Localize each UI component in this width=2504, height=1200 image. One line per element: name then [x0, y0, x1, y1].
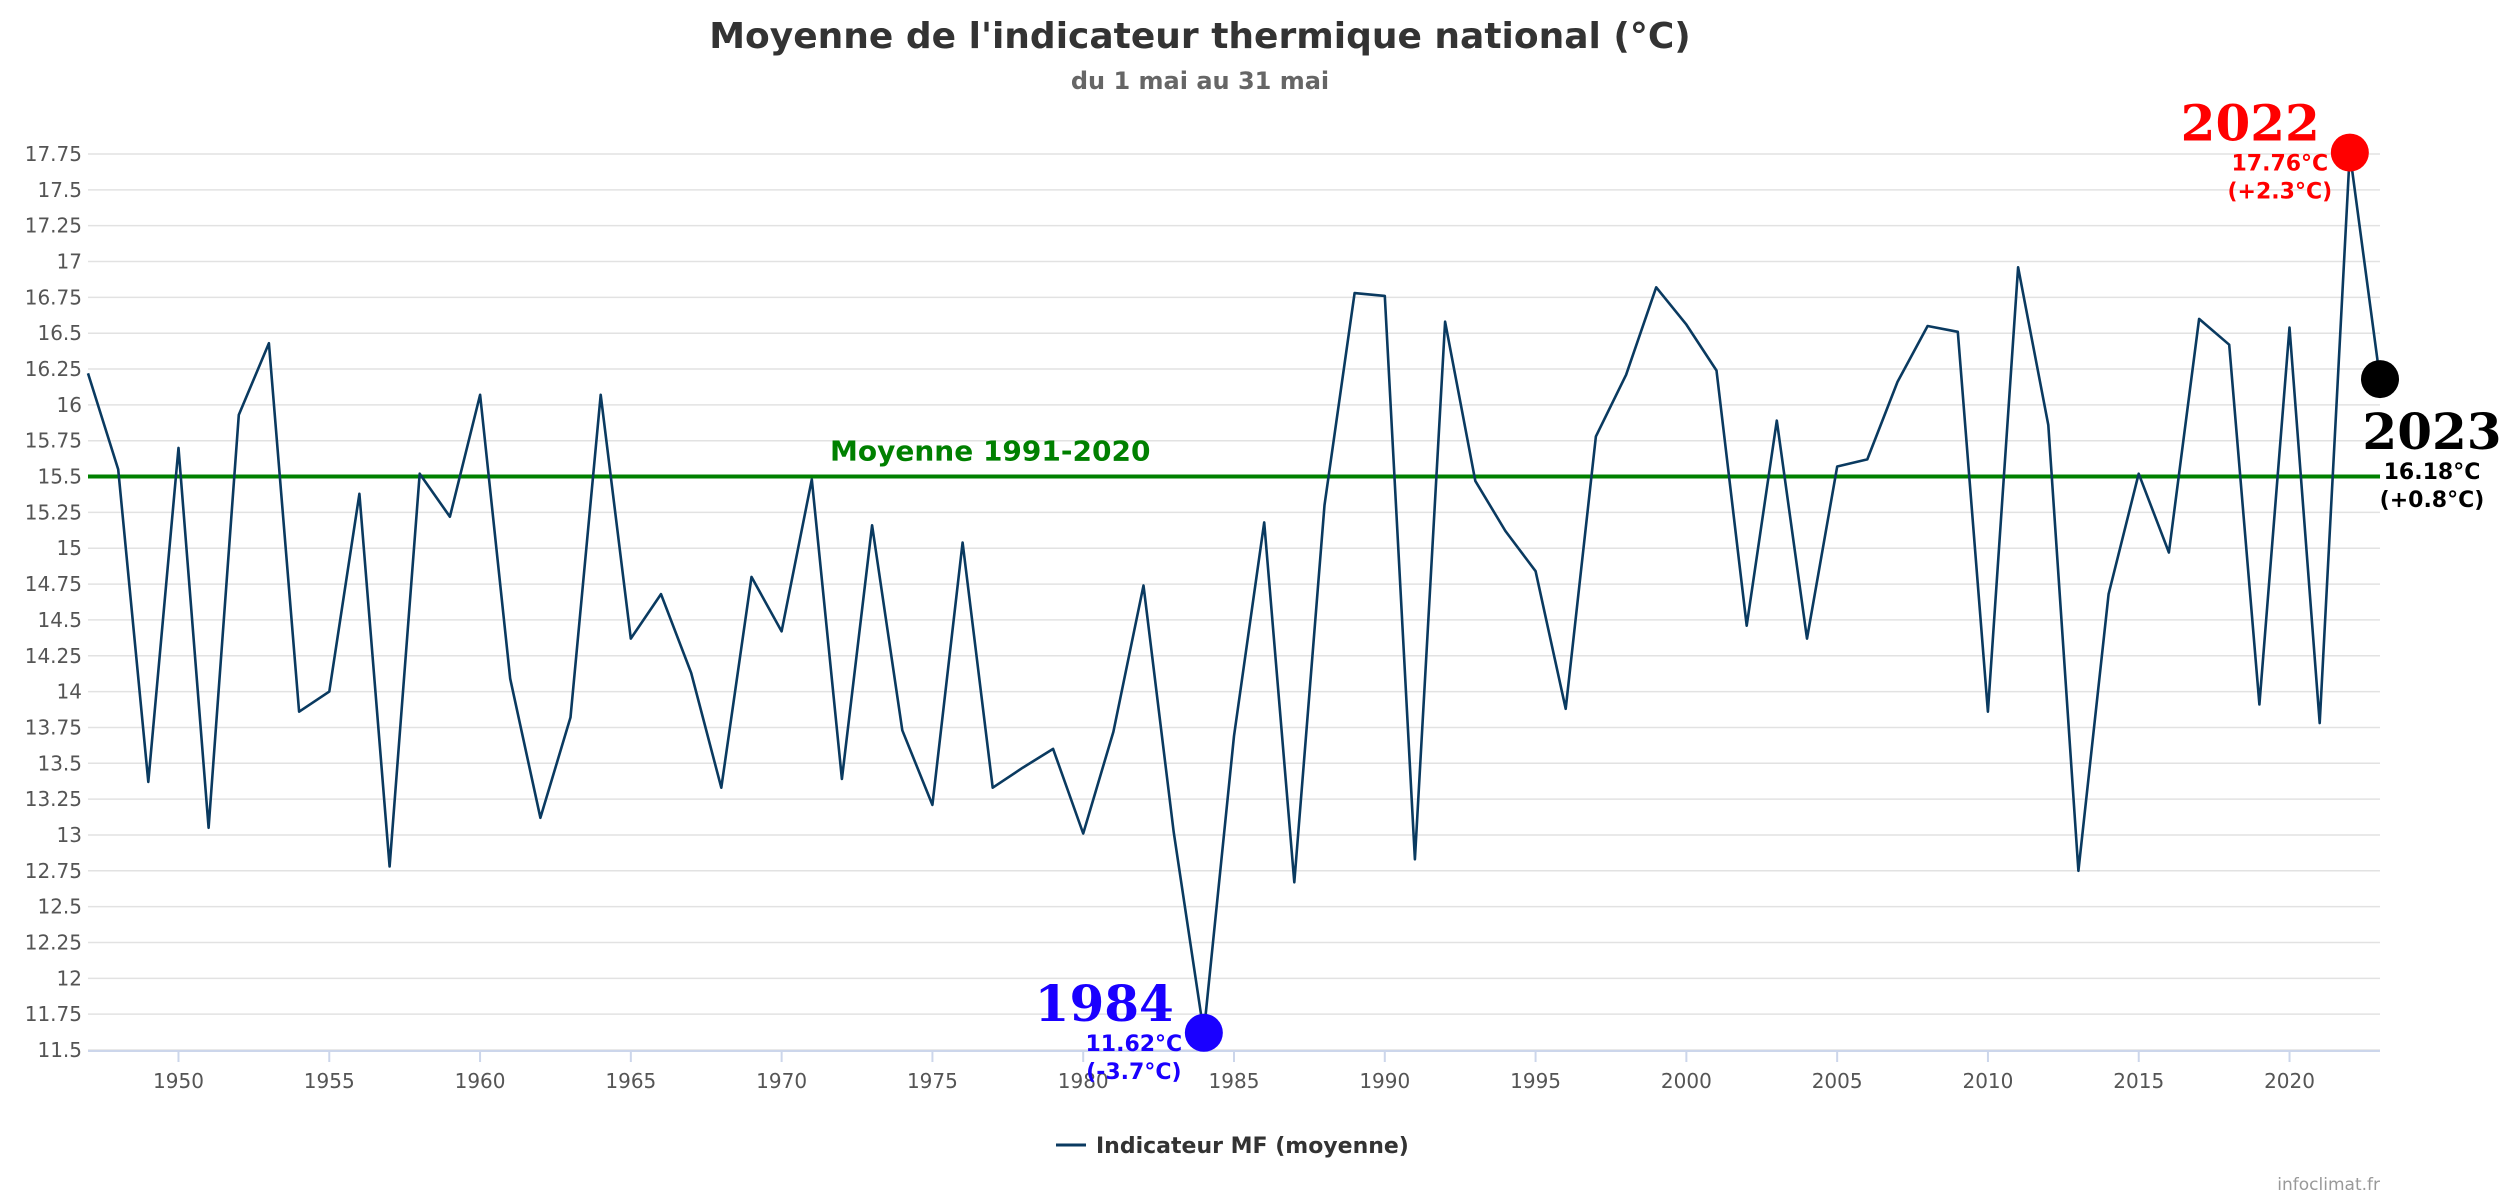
annotation-anomaly: (-3.7°C): [1086, 1060, 1181, 1085]
y-tick-label: 16: [57, 393, 82, 417]
x-tick-label: 1960: [455, 1069, 506, 1093]
x-tick-label: 1965: [605, 1069, 656, 1093]
reference-line-label: Moyenne 1991-2020: [830, 435, 1150, 468]
x-tick-label: 2015: [2113, 1069, 2164, 1093]
y-tick-label: 14.5: [37, 608, 82, 632]
x-tick-label: 1980: [1058, 1069, 1109, 1093]
chart-title: Moyenne de l'indicateur thermique nation…: [709, 16, 1691, 57]
y-tick-label: 15.5: [37, 465, 82, 489]
y-tick-label: 14.25: [25, 644, 82, 668]
x-tick-label: 1990: [1359, 1069, 1410, 1093]
y-tick-label: 11.5: [37, 1038, 82, 1062]
chart-subtitle: du 1 mai au 31 mai: [1071, 67, 1329, 95]
annotation-value: 16.18°C: [2384, 460, 2481, 485]
y-tick-label: 15.25: [25, 500, 82, 524]
y-tick-label: 11.75: [25, 1002, 82, 1026]
x-tick-label: 1955: [304, 1069, 355, 1093]
y-tick-label: 14.75: [25, 572, 82, 596]
annotation-marker-2023[interactable]: [2361, 360, 2399, 399]
y-tick-label: 17.25: [25, 214, 82, 238]
y-tick-label: 16.75: [25, 285, 82, 309]
series-line[interactable]: [86, 151, 2382, 1035]
annotation-value: 17.76°C: [2231, 152, 2328, 177]
annotation-anomaly: (+0.8°C): [2380, 488, 2485, 513]
grid: [88, 153, 2380, 1051]
y-tick-label: 17.5: [37, 178, 82, 202]
x-tick-label: 1970: [756, 1069, 807, 1093]
y-tick-label: 13.5: [37, 751, 82, 775]
y-tick-label: 14: [57, 680, 82, 704]
x-tick-label: 2000: [1661, 1069, 1712, 1093]
y-tick-label: 12.5: [37, 895, 82, 919]
legend-item-label[interactable]: Indicateur MF (moyenne): [1096, 1134, 1409, 1159]
y-tick-label: 16.5: [37, 321, 82, 345]
y-tick-label: 12.75: [25, 859, 82, 883]
legend[interactable]: Indicateur MF (moyenne): [1056, 1134, 1409, 1159]
y-tick-label: 15: [57, 536, 82, 560]
credits[interactable]: infoclimat.fr: [2277, 1175, 2380, 1195]
reference-line-group: Moyenne 1991-2020: [88, 435, 2380, 479]
y-tick-label: 17: [57, 250, 82, 274]
x-tick-label: 1995: [1510, 1069, 1561, 1093]
y-tick-label: 12: [57, 966, 82, 990]
y-tick-label: 17.75: [25, 142, 82, 166]
annotation-anomaly: (+2.3°C): [2228, 180, 2333, 205]
y-tick-label: 13.25: [25, 787, 82, 811]
x-tick-label: 2010: [1962, 1069, 2013, 1093]
x-axis: 1950 1955 1960 1965 1970 1975 1980 1985 1990 1995…: [88, 1050, 2380, 1093]
series-group: [86, 151, 2382, 1035]
x-tick-label: 1975: [907, 1069, 958, 1093]
x-tick-label: 2005: [1812, 1069, 1863, 1093]
y-tick-label: 15.75: [25, 429, 82, 453]
y-tick-label: 12.25: [25, 930, 82, 954]
x-tick-label: 1985: [1209, 1069, 1260, 1093]
y-tick-label: 16.25: [25, 357, 82, 381]
y-axis: 11.5 11.75 12 12.25 12.5 12.75 13 13.25 13.5 13.7…: [25, 142, 82, 1062]
annotation-value: 11.62°C: [1085, 1032, 1182, 1057]
annotation-marker-1984[interactable]: [1184, 1013, 1223, 1052]
annotation-marker-2022[interactable]: [2330, 133, 2369, 172]
annotation-year: 1984: [1035, 974, 1174, 1033]
annotation-year: 2023: [2362, 402, 2501, 461]
x-tick-label: 1950: [153, 1069, 204, 1093]
x-tick-label: 2020: [2264, 1069, 2315, 1093]
annotation-year: 2022: [2181, 94, 2320, 153]
y-tick-label: 13: [57, 823, 82, 847]
y-tick-label: 13.75: [25, 715, 82, 739]
